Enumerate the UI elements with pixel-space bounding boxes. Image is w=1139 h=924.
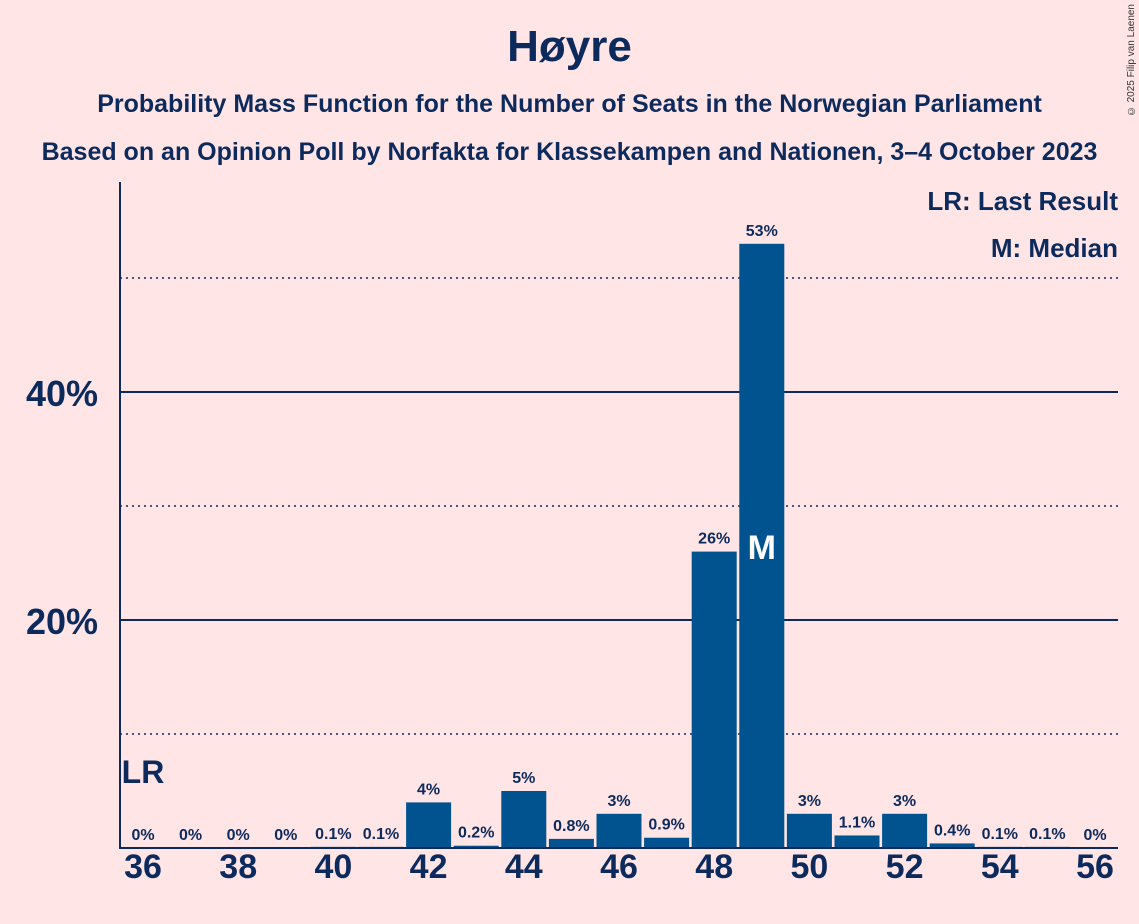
bar	[596, 813, 642, 848]
bar	[406, 802, 452, 848]
labels: 20% 40% 0% 0% 0% 0% 0.1% 0.1% 4% 0.2% 5% 0.8% 3% 0.9%…	[26, 186, 1118, 886]
bar	[548, 838, 594, 848]
x-tick-label: 42	[410, 848, 448, 886]
bar	[501, 791, 547, 848]
bar-value-label: 0.1%	[1029, 826, 1065, 843]
bar-value-label: 3%	[798, 793, 821, 810]
x-tick-label: 52	[886, 848, 924, 886]
bar	[739, 243, 785, 849]
bar	[691, 551, 737, 848]
bar-value-label: 0%	[227, 827, 250, 844]
bar-value-label: 0.8%	[553, 818, 589, 835]
bar	[644, 837, 690, 848]
median-marker: M	[748, 529, 776, 567]
chart-title: Høyre	[507, 22, 632, 71]
x-tick-label: 48	[695, 848, 733, 886]
x-tick-label: 40	[314, 848, 352, 886]
bar-value-label: 0.2%	[458, 825, 494, 842]
bar-value-label: 5%	[512, 770, 535, 787]
x-tick-label: 46	[600, 848, 638, 886]
y-tick-label: 20%	[26, 601, 98, 642]
bar-value-label: 0%	[1083, 827, 1106, 844]
x-tick-label: 50	[790, 848, 828, 886]
bar-value-label: 53%	[746, 223, 778, 240]
bar	[786, 813, 832, 848]
bar-value-label: 3%	[607, 793, 630, 810]
bar-value-label: 0.1%	[363, 826, 399, 843]
bar-value-label: 0%	[274, 827, 297, 844]
axes	[119, 182, 1118, 849]
x-tick-label: 44	[505, 848, 543, 886]
bars	[310, 243, 1070, 849]
bar-value-label: 1.1%	[839, 814, 875, 831]
bar-value-label: 26%	[698, 531, 730, 548]
x-tick-label: 36	[124, 848, 162, 886]
x-tick-label: 54	[981, 848, 1019, 886]
legend-median: M: Median	[991, 233, 1118, 263]
bar	[882, 813, 928, 848]
x-tick-label: 56	[1076, 848, 1114, 886]
bar	[453, 845, 499, 848]
y-tick-label: 40%	[26, 373, 98, 414]
bar	[834, 835, 880, 848]
gridlines	[120, 277, 1118, 735]
bar-value-label: 0.1%	[982, 826, 1018, 843]
legend-last-result: LR: Last Result	[927, 186, 1118, 216]
chart-subtitle-2: Based on an Opinion Poll by Norfakta for…	[41, 138, 1098, 166]
last-result-marker: LR	[122, 754, 165, 790]
bar-value-label: 3%	[893, 793, 916, 810]
bar-value-label: 0.1%	[315, 826, 351, 843]
bar-value-label: 0%	[179, 827, 202, 844]
bar-value-label: 0.9%	[648, 817, 684, 834]
bar-value-label: 4%	[417, 781, 440, 798]
bar	[929, 843, 975, 848]
bar-value-label: 0%	[131, 827, 154, 844]
chart-subtitle-1: Probability Mass Function for the Number…	[97, 90, 1042, 118]
x-tick-label: 38	[219, 848, 257, 886]
bar-value-label: 0.4%	[934, 822, 970, 839]
